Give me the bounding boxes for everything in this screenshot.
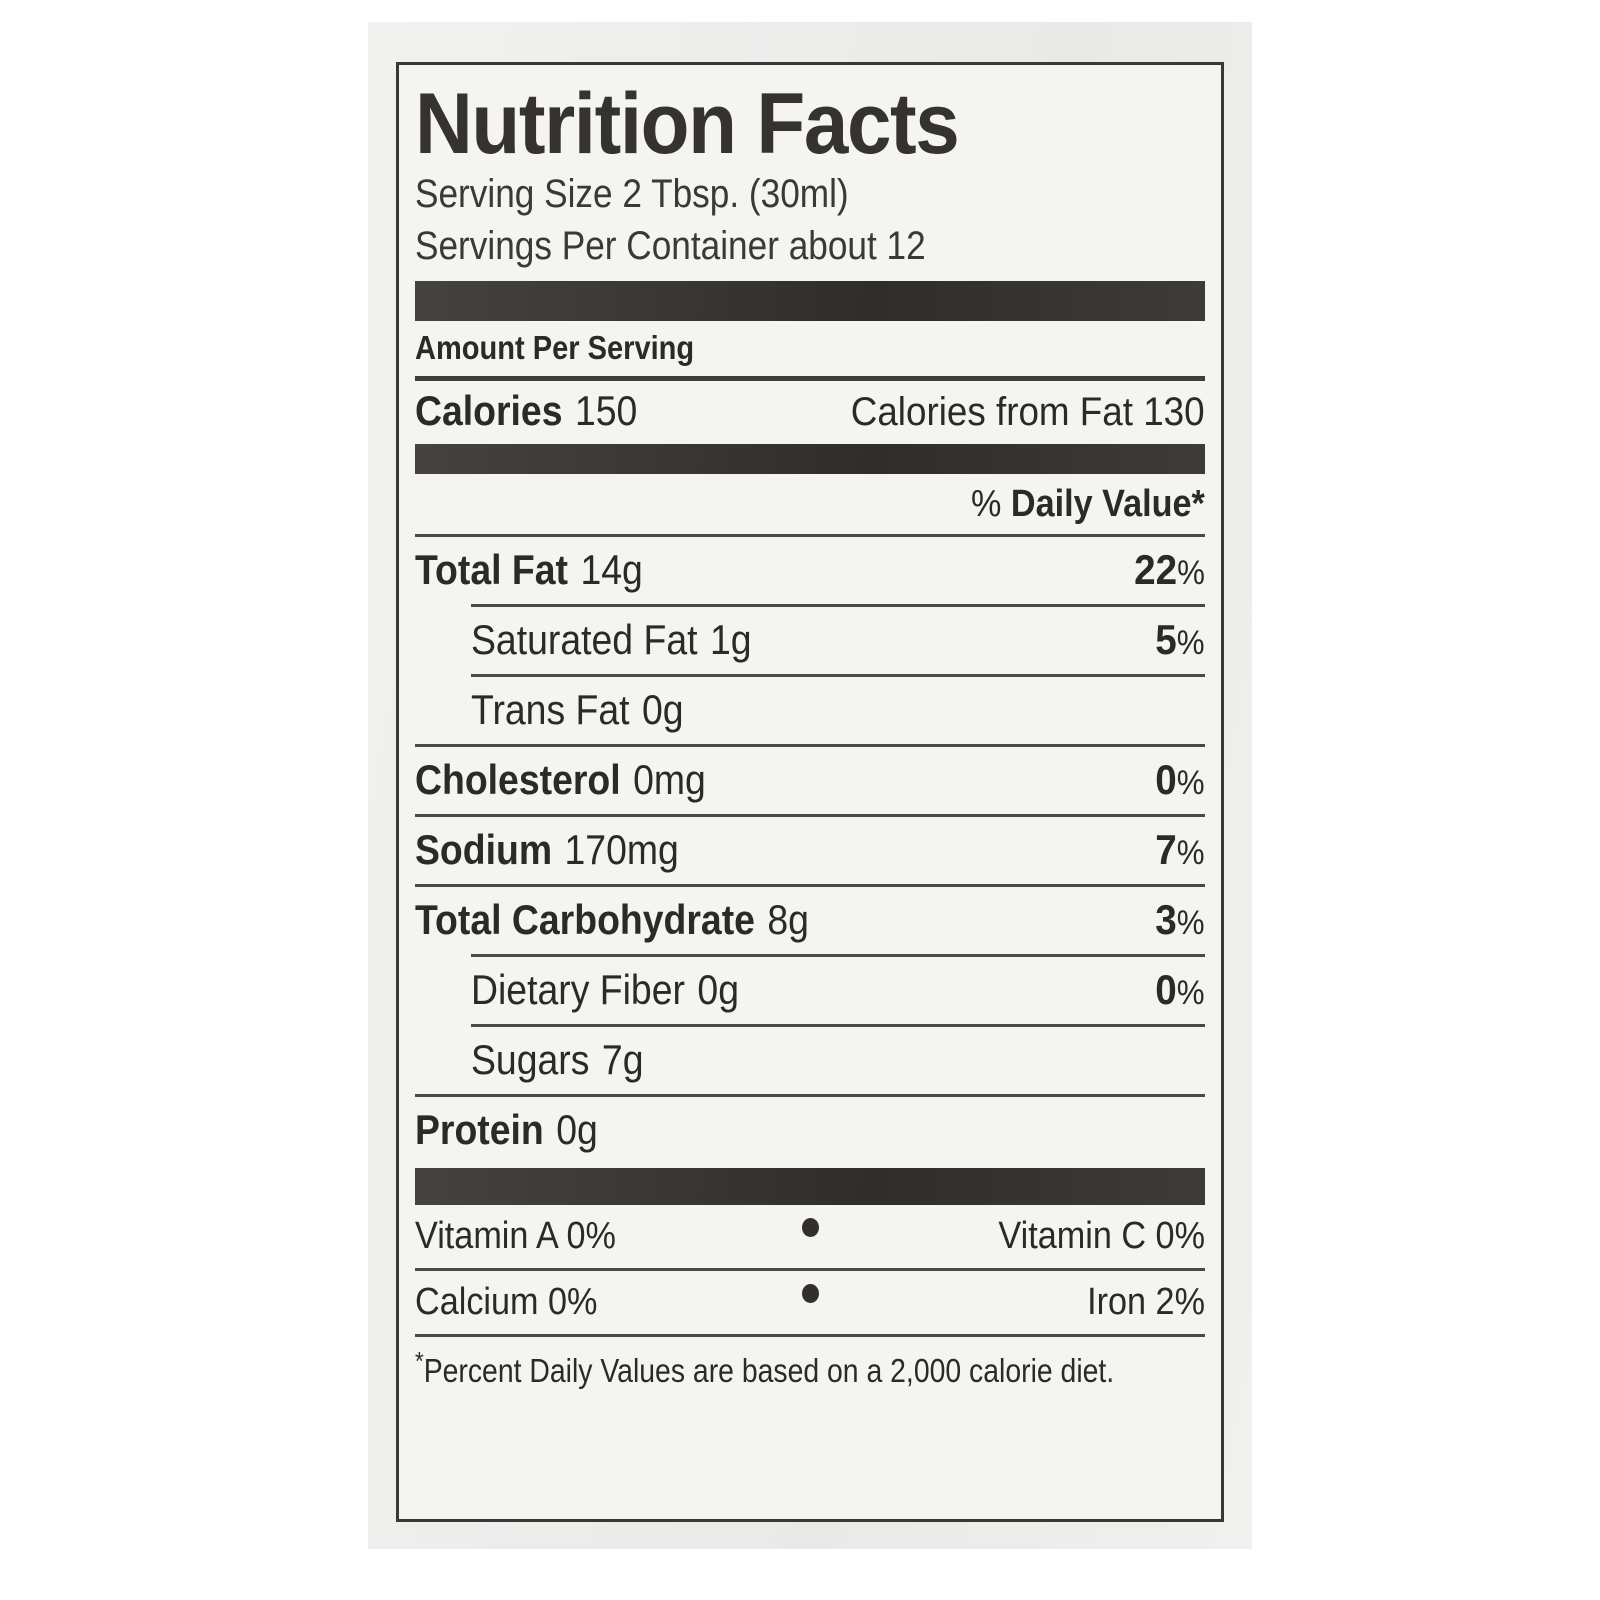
pct-symbol: % — [1177, 903, 1205, 942]
nutrient-row-cholesterol: Cholesterol 0mg 0% — [415, 747, 1205, 814]
divider-above-total-fat — [415, 533, 1205, 537]
calories-value: 150 — [574, 386, 638, 434]
divider-rule-above-calories — [415, 375, 1205, 381]
nutrition-facts-label: Nutrition Facts Serving Size 2 Tbsp. (30… — [396, 62, 1224, 1522]
divider-bar-thick-calories — [415, 443, 1205, 474]
vitamin-row-calcium-iron: Calcium 0% Iron 2% — [415, 1271, 1205, 1334]
nutrient-value: 170mg — [564, 825, 679, 873]
pct-symbol: % — [1177, 973, 1205, 1012]
pct-symbol: % — [1177, 833, 1205, 872]
vitamin-a-entry: Vitamin A 0% — [415, 1214, 616, 1257]
divider-above-dietary-fiber — [471, 953, 1205, 957]
daily-value-percent-sign: % — [971, 482, 1002, 525]
nutrient-label: Sugars — [471, 1035, 590, 1083]
servings-per-container-text: Servings Per Container about 12 — [415, 223, 926, 268]
nutrient-value: 14g — [580, 545, 643, 593]
nutrient-row-total-fat: Total Fat 14g 22% — [415, 537, 1205, 604]
divider-above-sodium — [415, 813, 1205, 817]
nutrient-label: Total Fat — [415, 545, 568, 593]
bullet-separator-icon — [780, 1217, 840, 1248]
calcium-entry: Calcium 0% — [415, 1280, 598, 1323]
footnote-asterisk: * — [415, 1345, 424, 1376]
calories-label: Calories — [415, 386, 563, 434]
divider-bar-thick-top — [415, 280, 1205, 321]
nutrient-label: Cholesterol — [415, 755, 621, 803]
nutrient-label: Dietary Fiber — [471, 965, 685, 1013]
vitamin-row-a-c: Vitamin A 0% Vitamin C 0% — [415, 1205, 1205, 1268]
amount-per-serving-label: Amount Per Serving — [415, 328, 695, 366]
pct-symbol: % — [1177, 763, 1205, 802]
nutrient-row-total-carbohydrate: Total Carbohydrate 8g 3% — [415, 887, 1205, 954]
calories-from-fat: Calories from Fat 130 — [851, 389, 1205, 434]
divider-above-protein — [415, 1093, 1205, 1097]
pct-number: 22 — [1134, 545, 1178, 593]
pct-number: 0 — [1155, 755, 1178, 803]
nutrient-row-trans-fat: Trans Fat 0g — [415, 677, 1205, 744]
page-title: Nutrition Facts — [415, 76, 960, 172]
nutrient-daily-value: 0% — [1156, 966, 1205, 1014]
pct-number: 3 — [1155, 895, 1178, 943]
serving-size-text: Serving Size 2 Tbsp. (30ml) — [415, 171, 849, 216]
divider-above-total-carbohydrate — [415, 883, 1205, 887]
calories-row: Calories 150 Calories from Fat 130 — [415, 381, 1205, 444]
nutrient-row-sodium: Sodium 170mg 7% — [415, 817, 1205, 884]
nutrient-daily-value: 0% — [1156, 756, 1205, 804]
nutrient-daily-value: 3% — [1156, 896, 1205, 944]
nutrient-row-protein: Protein 0g — [415, 1097, 1205, 1164]
divider-above-saturated-fat — [471, 603, 1205, 607]
bullet-separator-icon — [780, 1283, 840, 1314]
daily-value-header: % Daily Value* — [415, 474, 1205, 534]
nutrient-value: 7g — [601, 1035, 644, 1083]
pct-symbol: % — [1177, 623, 1205, 662]
nutrient-value: 1g — [709, 615, 752, 663]
nutrient-value: 8g — [767, 895, 809, 943]
nutrient-value: 0g — [556, 1105, 598, 1153]
footnote: *Percent Daily Values are based on a 2,0… — [415, 1337, 1114, 1390]
pct-number: 7 — [1155, 825, 1178, 873]
divider-above-footnote — [415, 1333, 1205, 1337]
nutrient-label: Trans Fat — [471, 685, 630, 733]
footnote-text: Percent Daily Values are based on a 2,00… — [423, 1351, 1115, 1389]
nutrient-value: 0g — [697, 965, 740, 1013]
pct-number: 0 — [1155, 965, 1178, 1013]
nutrient-label: Protein — [415, 1105, 544, 1153]
divider-bar-thick-vitamins — [415, 1167, 1205, 1205]
iron-entry: Iron 2% — [1087, 1280, 1205, 1323]
nutrient-label: Total Carbohydrate — [415, 895, 755, 943]
divider-above-sugars — [471, 1023, 1205, 1027]
nutrient-label: Sodium — [415, 825, 553, 873]
nutrient-daily-value: 7% — [1156, 826, 1205, 874]
pct-symbol: % — [1177, 553, 1205, 592]
nutrient-value: 0mg — [633, 755, 706, 803]
nutrient-label: Saturated Fat — [471, 615, 698, 663]
nutrient-row-saturated-fat: Saturated Fat 1g 5% — [415, 607, 1205, 674]
vitamin-c-entry: Vitamin C 0% — [998, 1214, 1205, 1257]
nutrient-daily-value: 5% — [1156, 616, 1205, 664]
divider-between-vitamin-rows — [415, 1267, 1205, 1271]
divider-above-cholesterol — [415, 743, 1205, 747]
nutrient-row-sugars: Sugars 7g — [415, 1027, 1205, 1094]
nutrient-daily-value: 22% — [1134, 546, 1205, 594]
nutrient-value: 0g — [642, 685, 684, 733]
divider-above-trans-fat — [471, 673, 1205, 677]
nutrient-row-dietary-fiber: Dietary Fiber 0g 0% — [415, 957, 1205, 1024]
pct-number: 5 — [1155, 615, 1178, 663]
daily-value-text: Daily Value* — [1011, 482, 1205, 525]
